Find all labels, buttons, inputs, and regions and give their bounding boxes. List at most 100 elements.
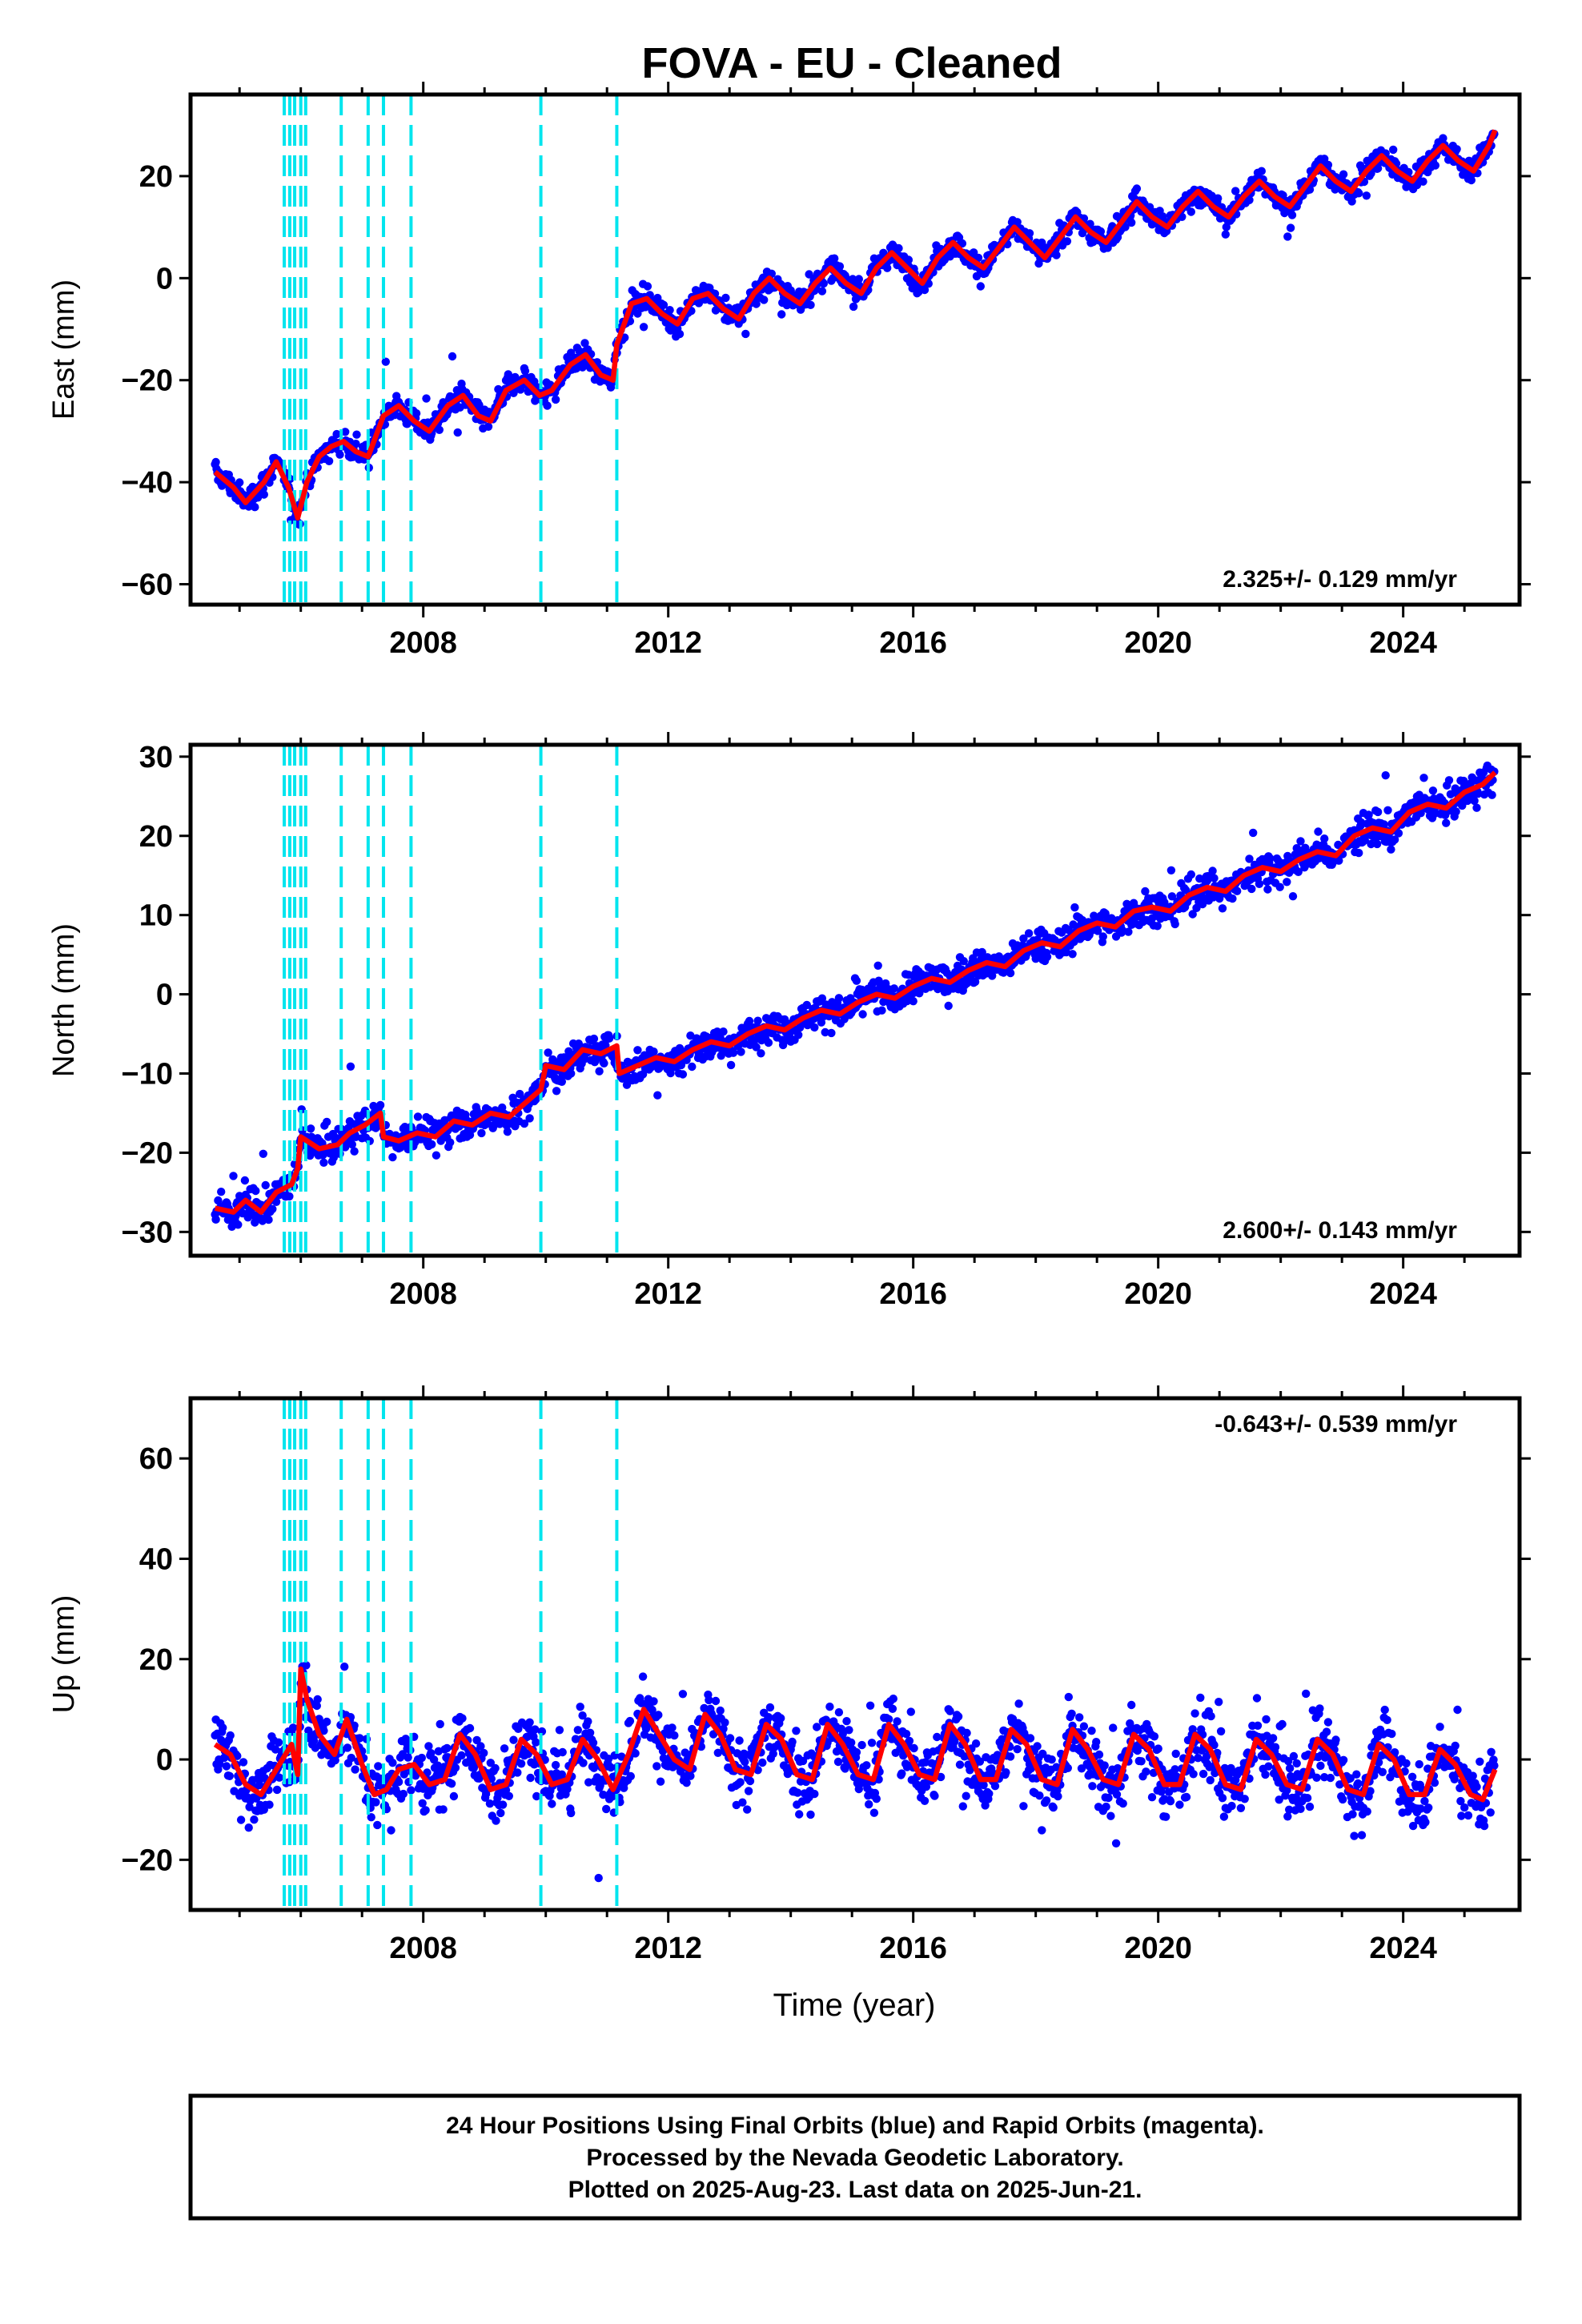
up-point — [857, 1740, 866, 1750]
north-point — [834, 994, 844, 1003]
up-point — [744, 1787, 753, 1795]
north-y-tick-label: −30 — [122, 1216, 173, 1249]
up-point — [1338, 1795, 1347, 1804]
up-point — [1216, 1727, 1226, 1736]
east-point — [1132, 184, 1142, 193]
up-point — [578, 1711, 587, 1720]
up-point — [1054, 1791, 1062, 1801]
up-point — [1188, 1725, 1197, 1734]
up-point — [777, 1714, 785, 1723]
north-point — [347, 1140, 356, 1149]
up-point — [427, 1749, 436, 1758]
up-point — [654, 1711, 663, 1719]
up-point — [1112, 1790, 1122, 1799]
up-point — [971, 1739, 981, 1748]
east-point — [580, 339, 589, 348]
up-point — [1100, 1761, 1109, 1770]
north-y-tick-label: −20 — [122, 1136, 173, 1170]
north-point — [446, 1138, 455, 1147]
up-point — [990, 1782, 1000, 1791]
east-point — [830, 254, 839, 263]
up-point — [351, 1765, 359, 1774]
north-point — [1024, 929, 1034, 938]
up-point — [1215, 1698, 1223, 1707]
north-point — [1379, 820, 1388, 829]
north-point — [1170, 919, 1179, 929]
up-point — [825, 1703, 834, 1711]
north-point — [567, 1069, 576, 1078]
up-point — [457, 1751, 466, 1760]
north-point — [1255, 879, 1264, 889]
up-point — [1218, 1794, 1227, 1803]
east-y-tick-label: 20 — [139, 160, 173, 194]
north-x-tick-label: 2008 — [389, 1277, 457, 1311]
up-point — [1285, 1805, 1294, 1814]
north-velocity-label: 2.600+/- 0.143 mm/yr — [1223, 1217, 1457, 1244]
east-point — [520, 367, 530, 376]
north-point — [753, 1016, 762, 1025]
up-point — [834, 1708, 844, 1717]
up-point — [954, 1712, 963, 1721]
up-point — [476, 1742, 485, 1751]
up-point — [1019, 1802, 1028, 1811]
up-point — [901, 1730, 911, 1739]
east-point — [1286, 223, 1295, 232]
east-point — [721, 293, 730, 303]
up-point — [867, 1739, 877, 1747]
up-point — [245, 1803, 254, 1811]
north-point — [745, 1016, 754, 1026]
north-point — [436, 1136, 445, 1145]
up-point — [1182, 1792, 1191, 1802]
north-point — [1314, 827, 1323, 836]
up-point — [1220, 1763, 1230, 1773]
up-point — [486, 1759, 495, 1767]
up-point — [806, 1810, 815, 1819]
north-point — [794, 1031, 803, 1039]
up-point — [323, 1717, 331, 1727]
east-point — [551, 395, 560, 404]
east-point — [1305, 185, 1315, 194]
east-point — [1339, 170, 1348, 179]
north-model-fit-line — [214, 770, 1497, 1215]
up-point — [514, 1724, 523, 1733]
up-point — [865, 1701, 875, 1710]
north-point — [802, 1000, 811, 1010]
up-point — [1194, 1754, 1203, 1763]
up-point — [604, 1755, 613, 1763]
up-point — [255, 1780, 264, 1790]
up-point — [567, 1808, 576, 1818]
north-point — [240, 1176, 250, 1185]
east-y-axis-label: East (mm) — [47, 279, 81, 420]
north-point — [1188, 910, 1197, 919]
up-point — [532, 1791, 541, 1801]
north-point — [1141, 887, 1150, 896]
up-point — [798, 1756, 808, 1766]
north-point — [752, 1043, 761, 1051]
up-point — [244, 1823, 253, 1832]
north-point — [1210, 874, 1219, 883]
up-point — [588, 1739, 598, 1747]
up-point — [225, 1771, 234, 1780]
north-point — [978, 947, 986, 957]
east-point — [1214, 194, 1223, 203]
east-point — [1439, 134, 1447, 143]
north-point — [388, 1152, 397, 1162]
east-point — [1287, 211, 1297, 219]
north-point — [688, 1062, 697, 1072]
up-point — [869, 1808, 879, 1817]
north-point — [821, 1027, 829, 1037]
east-point — [1127, 218, 1136, 227]
east-point — [1323, 160, 1333, 170]
north-point — [653, 1091, 662, 1100]
north-point — [351, 1132, 360, 1142]
east-plot-area — [211, 94, 1499, 605]
up-point — [496, 1808, 505, 1818]
north-point — [1419, 774, 1428, 782]
east-point — [1062, 237, 1072, 246]
up-point — [417, 1753, 426, 1763]
up-point — [1316, 1761, 1325, 1771]
north-point — [877, 1006, 886, 1015]
up-point — [1137, 1757, 1146, 1766]
east-point — [643, 282, 652, 291]
up-point — [920, 1796, 930, 1805]
